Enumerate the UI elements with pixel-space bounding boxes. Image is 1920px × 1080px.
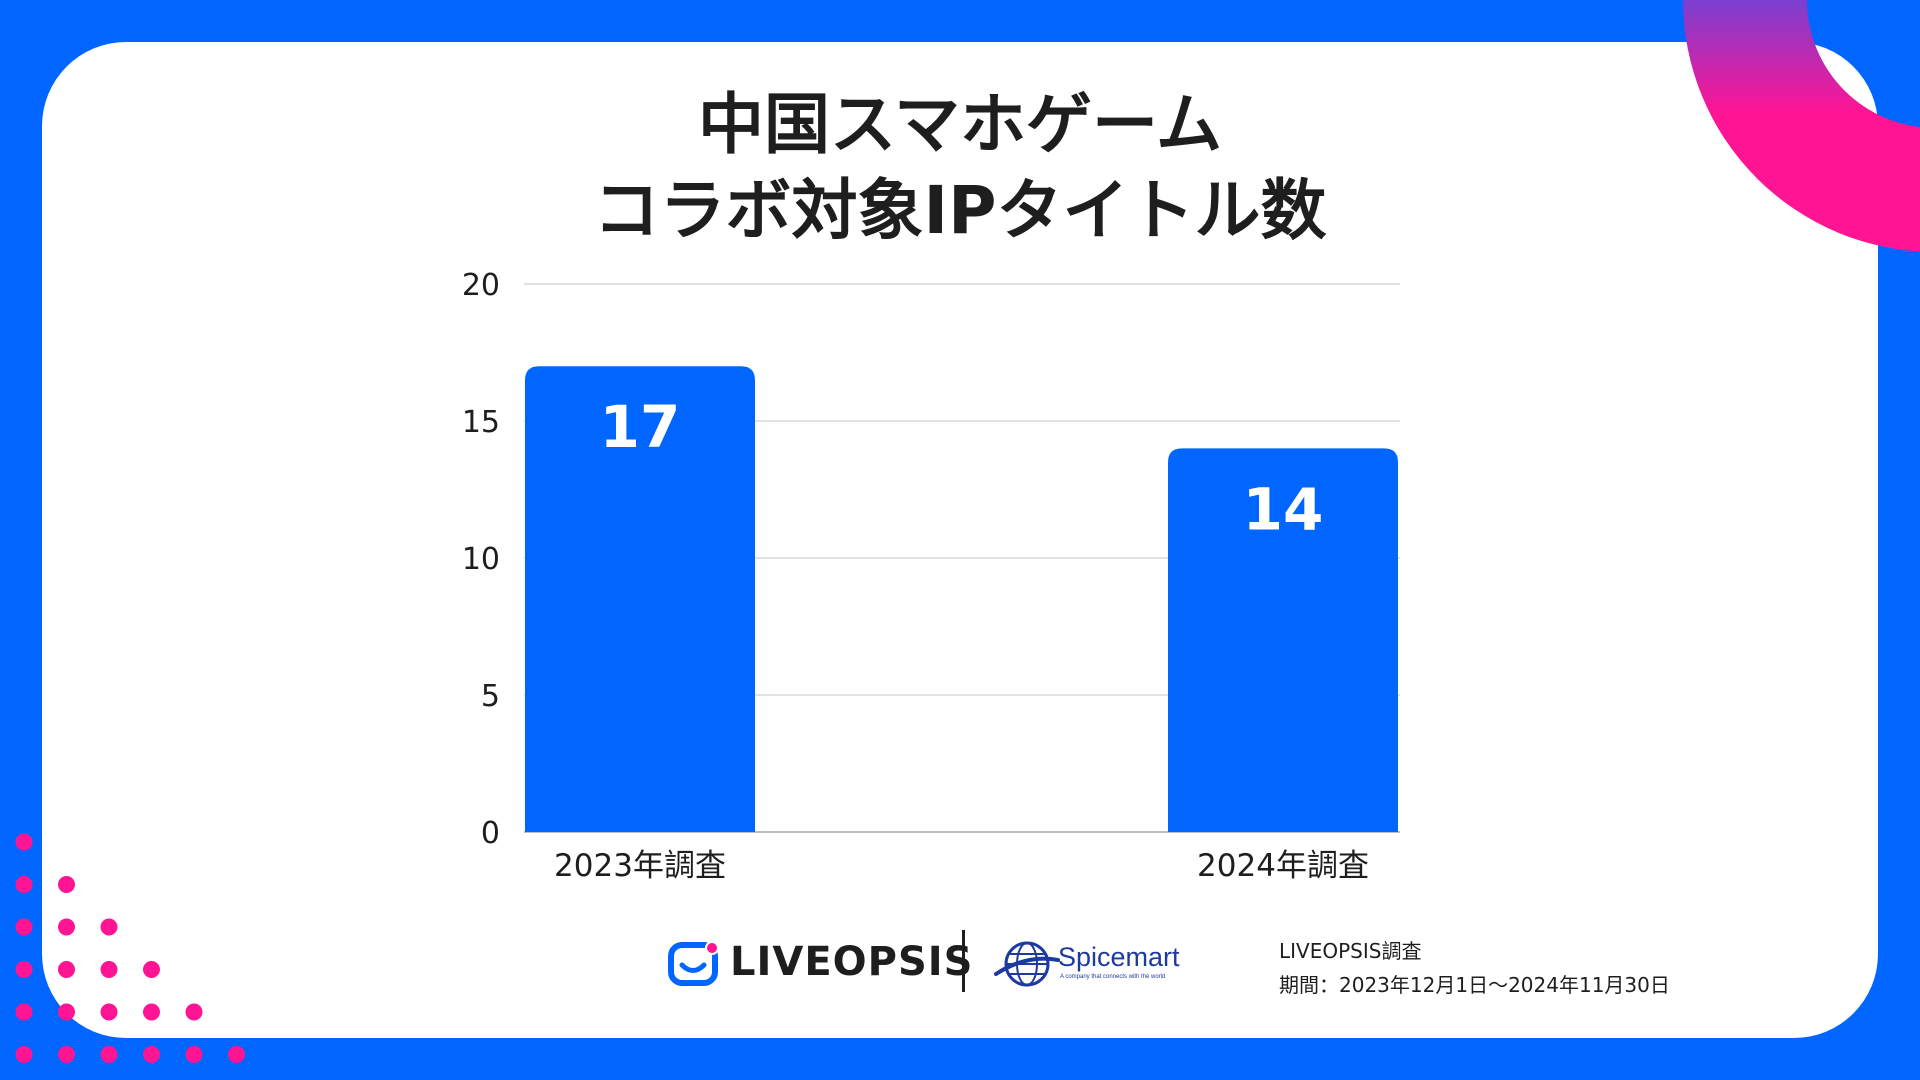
x-tick-label: 2023年調査 bbox=[554, 848, 726, 884]
decorative-dot bbox=[100, 1046, 118, 1063]
decorative-dot bbox=[58, 961, 75, 978]
decorative-dot bbox=[185, 1003, 203, 1021]
decorative-dot bbox=[143, 1003, 160, 1021]
decorative-dot bbox=[143, 961, 160, 978]
chart-title: 中国スマホゲーム コラボ対象IPタイトル数 bbox=[0, 82, 1920, 254]
decorative-dot bbox=[228, 1046, 245, 1063]
decorative-dot bbox=[15, 876, 33, 893]
decorative-dot bbox=[185, 1046, 203, 1063]
chart-title-line-1: 中国スマホゲーム bbox=[697, 86, 1223, 163]
decorative-dot bbox=[100, 1003, 118, 1021]
x-tick-label: 2024年調査 bbox=[1197, 848, 1369, 884]
spicemart-wordmark: Spicemart bbox=[1058, 942, 1180, 972]
liveopsis-logo: LIVEOPSIS bbox=[664, 934, 972, 990]
bar bbox=[1168, 448, 1398, 832]
spicemart-tagline: A company that connects with the world bbox=[1060, 974, 1166, 980]
data-label: 14 bbox=[1243, 475, 1324, 543]
chart-card bbox=[42, 42, 1878, 1038]
spicemart-logo: Spicemart A company that connects with t… bbox=[994, 936, 1184, 992]
data-label: 17 bbox=[600, 393, 681, 461]
decorative-dot bbox=[143, 1046, 160, 1063]
source-label: LIVEOPSIS調査 bbox=[1279, 939, 1422, 963]
decorative-dot bbox=[100, 918, 118, 936]
y-tick-label: 0 bbox=[481, 816, 500, 851]
y-tick-label: 20 bbox=[462, 268, 500, 303]
logo-divider bbox=[962, 930, 965, 992]
survey-period: 期間：2023年12月1日〜2024年11月30日 bbox=[1279, 973, 1670, 997]
globe-icon bbox=[994, 941, 1060, 987]
y-tick-label: 15 bbox=[462, 405, 500, 440]
decorative-dot bbox=[100, 961, 118, 978]
decorative-dot bbox=[15, 918, 33, 936]
decorative-dot bbox=[58, 918, 75, 936]
liveopsis-smile-icon bbox=[668, 941, 719, 986]
y-tick-label: 5 bbox=[481, 679, 500, 714]
decorative-dot bbox=[15, 1046, 33, 1063]
decorative-dot bbox=[58, 1003, 75, 1021]
chart-title-line-2: コラボ対象IPタイトル数 bbox=[593, 172, 1327, 249]
source-note: LIVEOPSIS調査 期間：2023年12月1日〜2024年11月30日 bbox=[1279, 934, 1670, 1002]
decorative-dot bbox=[58, 876, 75, 893]
bar bbox=[525, 366, 755, 832]
pink-dots-decoration bbox=[15, 833, 245, 1063]
decorative-dot bbox=[15, 961, 33, 978]
decorative-dot bbox=[58, 1046, 75, 1063]
y-tick-label: 10 bbox=[462, 542, 500, 577]
decorative-dot bbox=[15, 833, 33, 851]
liveopsis-wordmark: LIVEOPSIS bbox=[730, 939, 974, 985]
decorative-dot bbox=[15, 1003, 33, 1021]
